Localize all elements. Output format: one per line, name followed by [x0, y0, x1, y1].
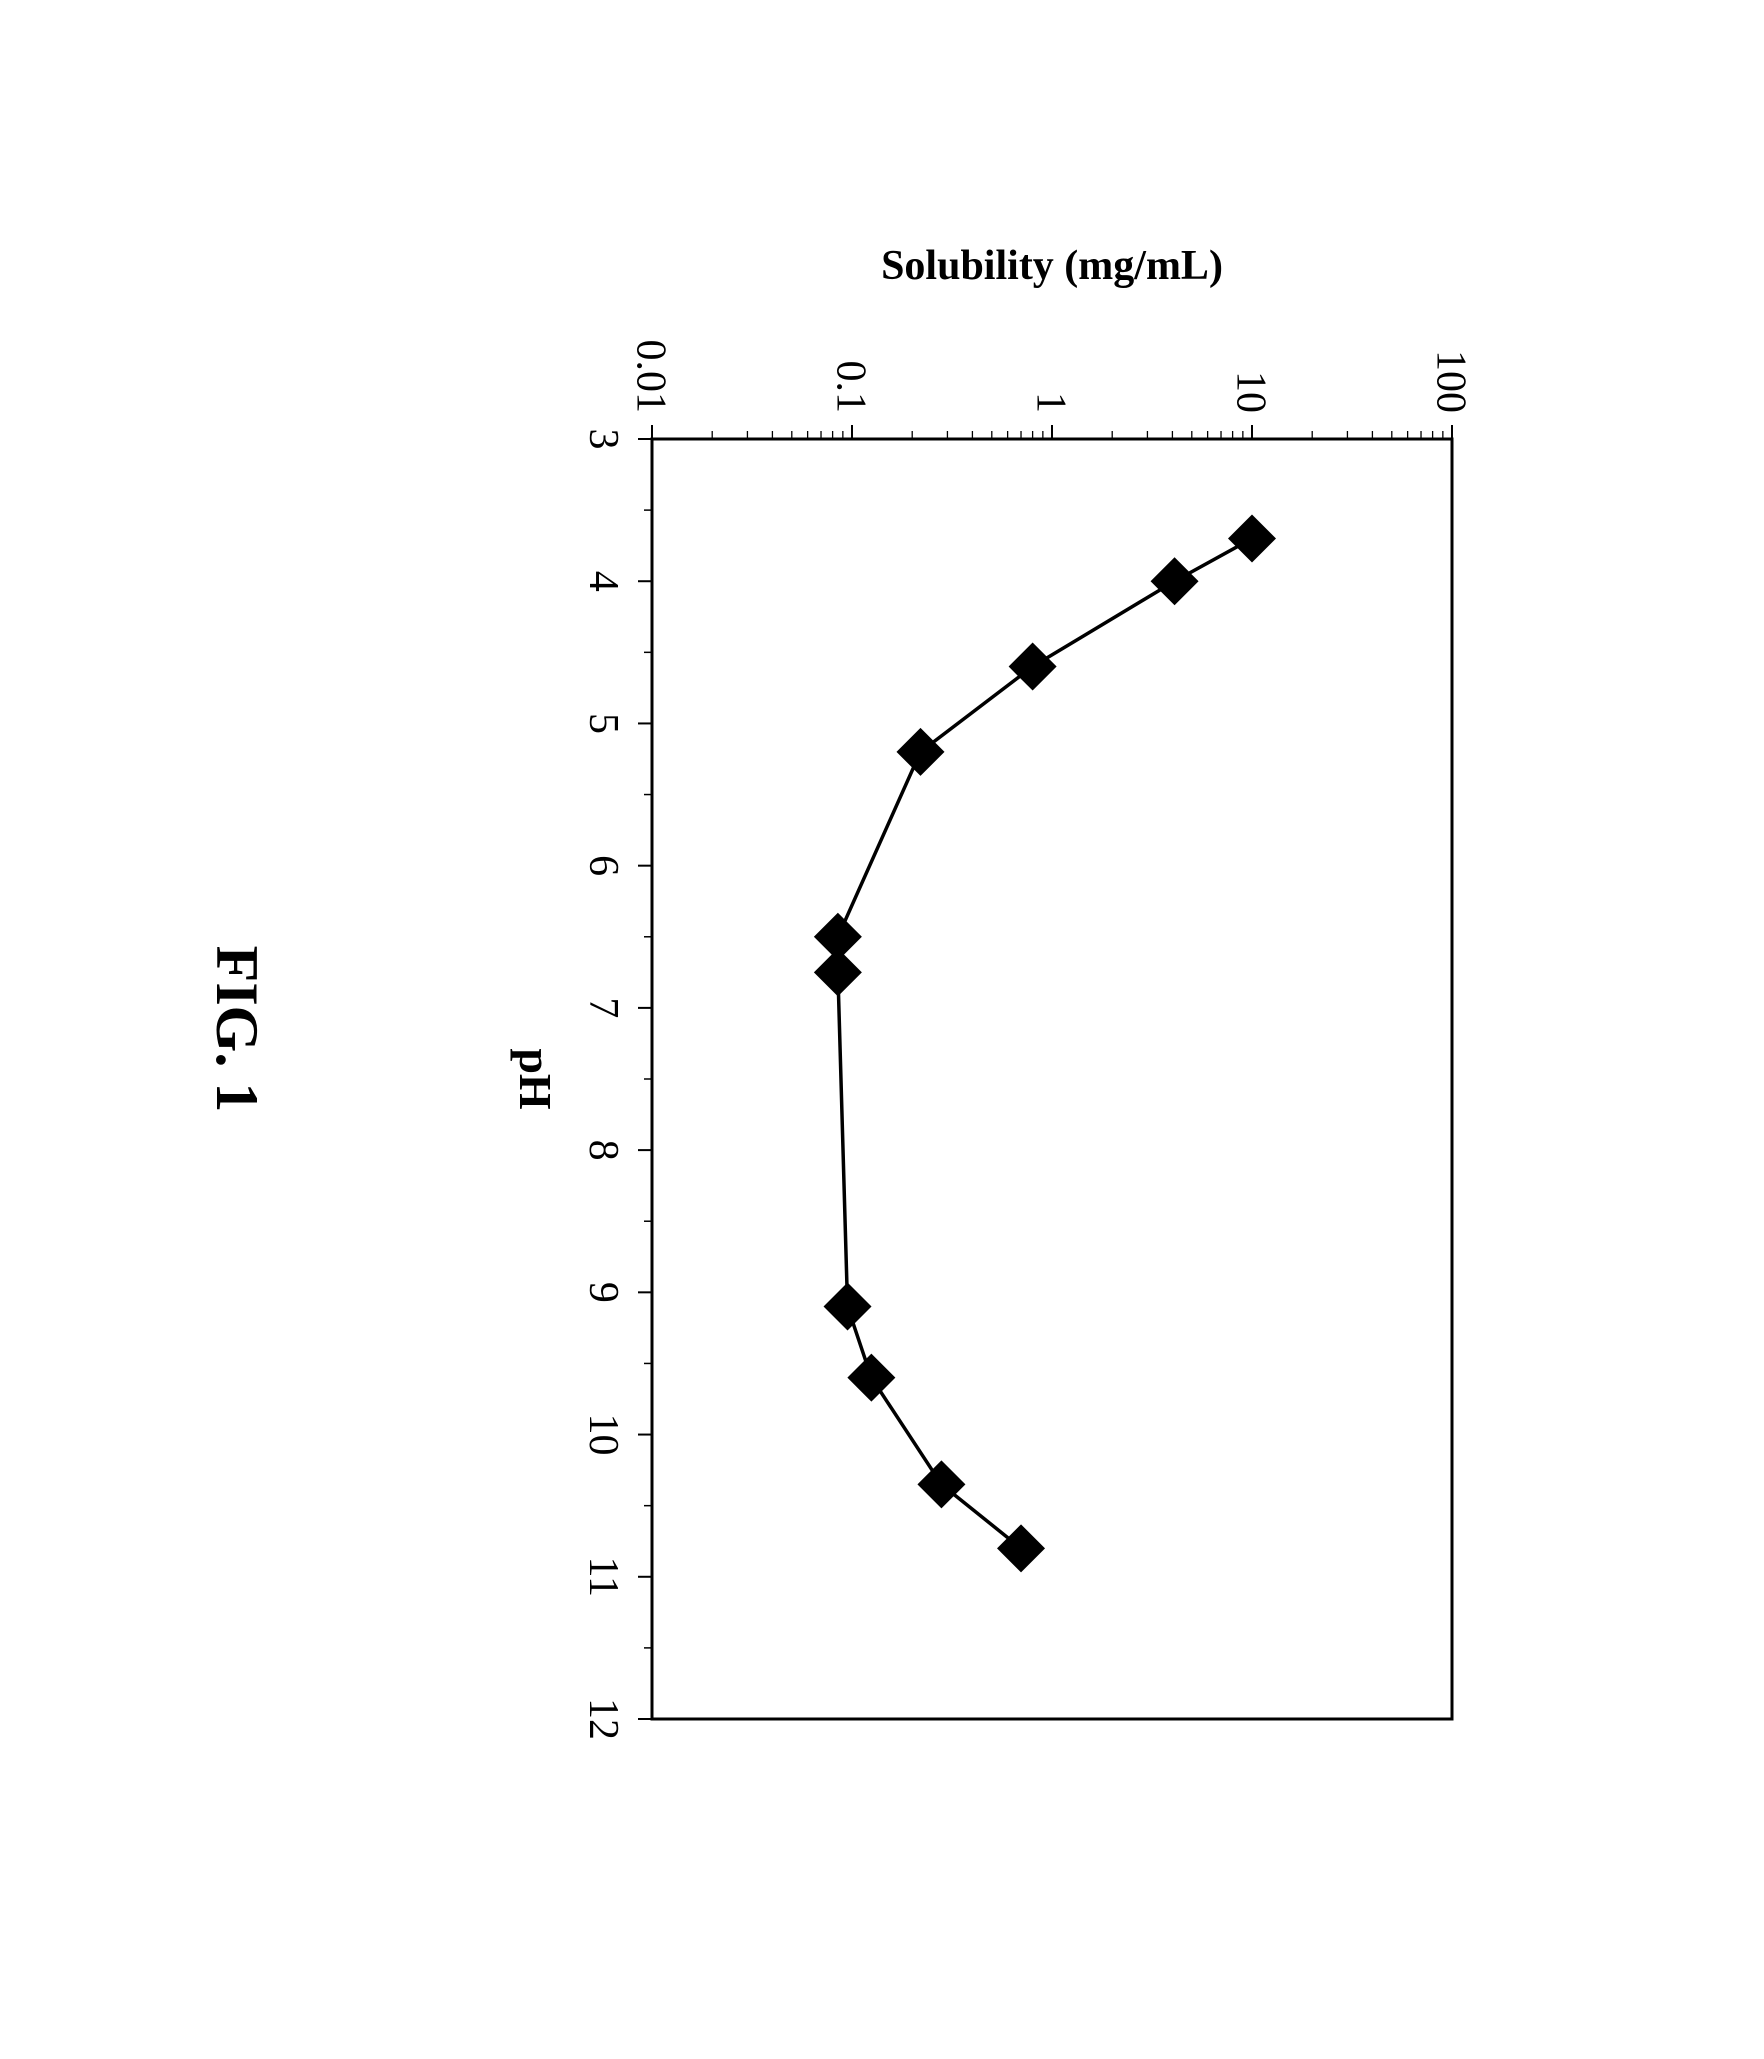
x-tick-label: 12	[580, 1698, 626, 1740]
page: 3 4 5 6 7 8 9 10 11 12 0.01 0.1 1 10 100 pH Solubility (…	[0, 0, 1764, 2059]
x-axis-label: pH	[510, 1048, 561, 1110]
x-tick-label: 5	[580, 713, 626, 734]
x-tick-label: 6	[580, 855, 626, 876]
y-tick-label: 100	[1427, 350, 1473, 413]
x-tick-label: 8	[580, 1140, 626, 1161]
y-tick-label: 0.1	[827, 361, 873, 414]
figure-caption: FIG. 1	[202, 946, 271, 1113]
x-tick-label: 11	[580, 1557, 626, 1597]
x-tick-label: 7	[580, 997, 626, 1018]
plot-frame	[652, 439, 1452, 1719]
x-tick-label: 10	[580, 1414, 626, 1456]
y-tick-label: 0.01	[627, 340, 673, 414]
y-tick-label: 1	[1027, 392, 1073, 413]
x-tick-label: 4	[580, 571, 626, 592]
x-tick-label: 9	[580, 1282, 626, 1303]
solubility-chart: 3 4 5 6 7 8 9 10 11 12 0.01 0.1 1 10 100 pH Solubility (…	[382, 179, 1582, 1879]
y-tick-label: 10	[1227, 371, 1273, 413]
y-axis-label: Solubility (mg/mL)	[881, 243, 1223, 289]
rotated-figure-wrapper: 3 4 5 6 7 8 9 10 11 12 0.01 0.1 1 10 100 pH Solubility (…	[182, 179, 1582, 1879]
figure-container: 3 4 5 6 7 8 9 10 11 12 0.01 0.1 1 10 100 pH Solubility (…	[182, 179, 1582, 1879]
x-tick-label: 3	[580, 429, 626, 450]
